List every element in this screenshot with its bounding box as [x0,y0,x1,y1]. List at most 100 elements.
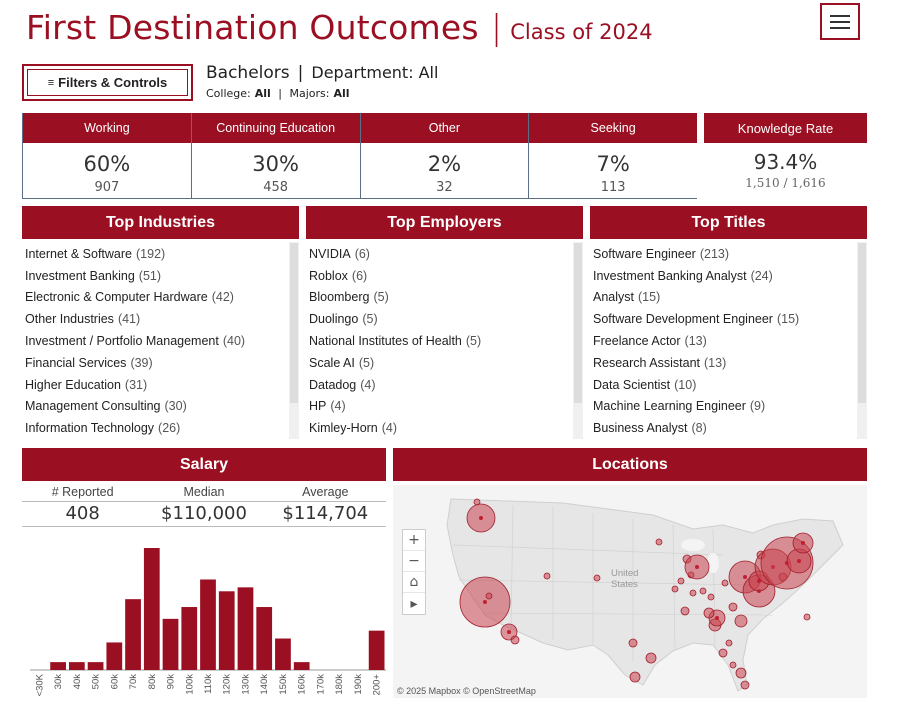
list-item[interactable]: Freelance Actor (13) [590,330,853,352]
histogram-bar[interactable] [256,607,273,670]
list-item[interactable]: Data Scientist (10) [590,374,853,396]
zoom-in-icon[interactable]: + [403,530,425,551]
kpi-percent: 30% [252,152,299,176]
location-bubble[interactable] [728,602,738,612]
list-item[interactable]: Duolingo (5) [306,308,569,330]
list-item[interactable]: Kimley-Horn (4) [306,417,569,439]
location-bubble[interactable] [655,538,663,546]
list-item[interactable]: NVIDIA (6) [306,243,569,265]
list-item[interactable]: Software Development Engineer (15) [590,308,853,330]
location-bubble[interactable] [671,585,679,593]
list-item-count: (30) [164,399,187,414]
histogram-bar[interactable] [50,662,66,670]
list-item-name: Roblox [309,268,348,283]
list-item[interactable]: Machine Learning Engineer (9) [590,396,853,418]
filters-controls-button[interactable]: ≡ Filters & Controls [22,64,193,101]
hamburger-menu-button[interactable] [820,3,860,40]
list-item-count: (15) [638,290,661,305]
list-item[interactable]: Software Engineer (213) [590,243,853,265]
histogram-bar[interactable] [368,630,385,670]
list-item[interactable]: Electronic & Computer Hardware (42) [22,287,285,309]
map-attribution[interactable]: © 2025 Mapbox © OpenStreetMap [397,686,536,696]
histogram-bar[interactable] [181,607,198,670]
histogram-bar[interactable] [275,638,291,670]
kpi-other[interactable]: Other 2% 32 [360,113,530,198]
location-bubble[interactable] [628,638,638,648]
location-bubble[interactable] [703,607,715,619]
location-bubble[interactable] [707,593,715,601]
kpi-continuing-education[interactable]: Continuing Education 30% 458 [191,113,361,198]
histogram-bar[interactable] [87,662,104,670]
list-item-name: Freelance Actor [593,334,681,349]
zoom-out-icon[interactable]: − [403,551,425,572]
list-item-count: (8) [691,421,707,436]
x-tick-label: 90k [166,674,177,690]
list-item[interactable]: Analyst (15) [590,287,853,309]
list-item[interactable]: Research Assistant (13) [590,352,853,374]
location-bubble[interactable] [721,579,729,587]
histogram-bar[interactable] [125,599,141,670]
histogram-bar[interactable] [293,662,310,670]
histogram-bar[interactable] [106,642,123,670]
list-item[interactable]: National Institutes of Health (5) [306,330,569,352]
list-item-count: (5) [358,355,375,370]
list-item-name: Software Development Engineer [593,312,773,327]
map-canvas[interactable] [393,485,867,698]
location-bubble[interactable] [689,589,697,597]
list-item[interactable]: Other Industries (41) [22,308,285,330]
kpi-seeking[interactable]: Seeking 7% 113 [529,113,697,198]
home-icon[interactable]: ⌂ [403,572,425,593]
filters-controls-inner[interactable]: ≡ Filters & Controls [27,69,188,96]
location-bubble[interactable] [718,648,728,658]
location-bubble[interactable] [510,635,520,645]
list-item[interactable]: Financial Services (39) [22,352,285,374]
location-bubble[interactable] [735,667,747,679]
list-item[interactable]: Investment / Portfolio Management (40) [22,330,285,352]
location-bubble[interactable] [680,606,690,616]
histogram-bar[interactable] [237,587,254,670]
location-bubble[interactable] [699,587,707,595]
scrollbar-thumb[interactable] [290,243,298,403]
location-bubble[interactable] [677,577,685,585]
list-item[interactable]: HP (4) [306,396,569,418]
histogram-bar[interactable] [200,579,216,670]
location-bubble[interactable] [543,572,551,580]
list-item[interactable]: Higher Education (31) [22,374,285,396]
location-bubble[interactable] [645,652,657,664]
location-bubble[interactable] [803,613,811,621]
list-item[interactable]: Bloomberg (5) [306,287,569,309]
histogram-bar[interactable] [162,618,179,670]
histogram-bar[interactable] [68,662,85,670]
locations-map[interactable]: United States + − ⌂ ▸ © 2025 Mapbox © Op… [393,485,867,698]
list-item[interactable]: Datadog (4) [306,374,569,396]
list-item[interactable]: Roblox (6) [306,265,569,287]
kpi-label: Working [23,113,191,143]
salary-average-label: Average [264,485,386,502]
location-bubble[interactable] [734,614,748,628]
location-bubble[interactable] [593,574,601,582]
kpi-count: 907 [94,180,120,195]
top-titles-title: Top Titles [590,206,867,239]
scrollbar-thumb[interactable] [858,243,866,403]
list-item[interactable]: Business Analyst (8) [590,417,853,439]
list-item[interactable]: Investment Banking (51) [22,265,285,287]
kpi-count: 458 [263,180,289,195]
location-bubble[interactable] [725,639,733,647]
kpi-working[interactable]: Working 60% 907 [23,113,192,198]
list-item-name: Scale AI [309,355,355,370]
list-item[interactable]: Investment Banking Analyst (24) [590,265,853,287]
list-item[interactable]: Scale AI (5) [306,352,569,374]
list-item[interactable]: Information Technology (26) [22,417,285,439]
location-bubble[interactable] [485,592,493,600]
list-item[interactable]: Management Consulting (30) [22,396,285,418]
location-bubble[interactable] [729,661,737,669]
histogram-bar[interactable] [218,591,235,670]
list-item[interactable]: Internet & Software (192) [22,243,285,265]
play-icon[interactable]: ▸ [410,595,418,612]
location-bubble[interactable] [740,680,750,690]
list-item-count: (26) [158,421,181,436]
scrollbar-thumb[interactable] [574,243,582,403]
top-titles-panel: Top Titles Software Engineer (213) Investm… [590,206,867,441]
histogram-bar[interactable] [143,548,160,670]
location-bubble[interactable] [629,671,641,683]
